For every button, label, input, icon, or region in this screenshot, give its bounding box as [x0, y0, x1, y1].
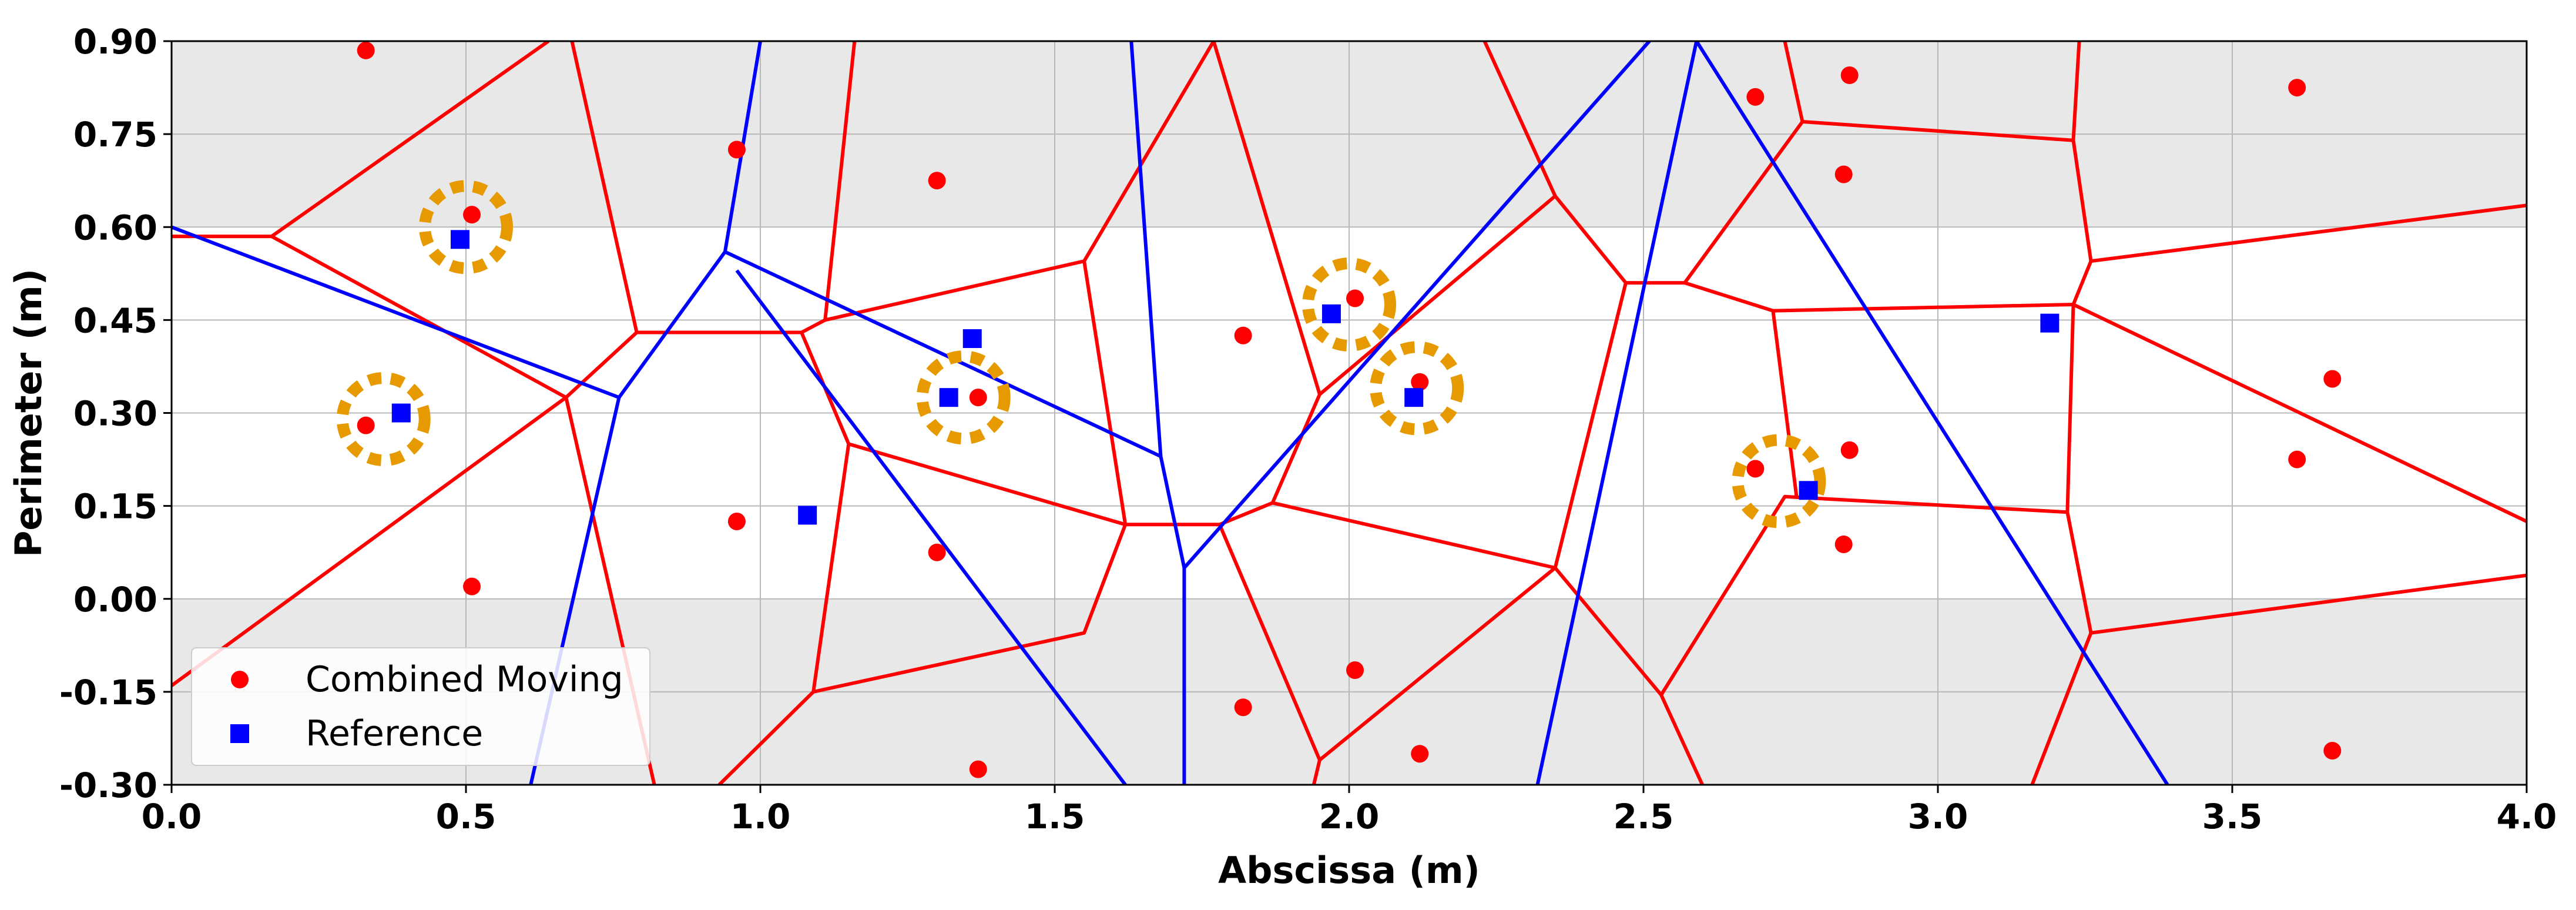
combined-moving-point [1346, 661, 1364, 679]
combined-moving-point [1234, 326, 1252, 344]
combined-moving-point [2288, 450, 2306, 469]
y-tick-label: 0.45 [73, 300, 157, 340]
x-tick-label: 0.5 [436, 797, 497, 837]
reference-point [1404, 388, 1424, 407]
red-voronoi-edge [1783, 41, 1804, 122]
combined-moving-point [357, 41, 375, 59]
combined-moving-point [969, 389, 987, 407]
combined-moving-point [969, 760, 987, 778]
highlight-ring [336, 372, 431, 467]
combined-moving-point [1834, 535, 1853, 553]
blue-voronoi-edge [1129, 41, 1163, 457]
reference-point [939, 388, 958, 407]
x-axis-label: Abscissa (m) [1218, 849, 1480, 892]
combined-moving-point [1840, 441, 1859, 459]
red-voronoi-edge [1482, 41, 1557, 197]
red-voronoi-edge [2072, 303, 2527, 523]
combined-moving-point [1746, 460, 1765, 478]
red-voronoi-edge [800, 332, 1126, 527]
x-tick-label: 3.5 [2202, 797, 2263, 837]
combined-moving-point [928, 172, 946, 190]
y-tick-label: 0.75 [73, 115, 157, 155]
highlight-ring [1302, 257, 1396, 352]
red-voronoi-edge [2030, 632, 2093, 785]
x-tick-label: 0.0 [142, 797, 202, 837]
combined-moving-point [463, 577, 481, 595]
x-tick-label: 4.0 [2497, 797, 2557, 837]
y-axis-label: Perimeter (m) [7, 269, 50, 557]
reference-point [1799, 481, 1818, 500]
red-voronoi-edge [813, 524, 1128, 694]
axis-ticks: 0.0 0.5 1.0 1.5 2.0 2.5 3.0 3.5 4.0 -0.30 -0.15 0.0… [59, 22, 2557, 837]
combined-moving-point [1411, 745, 1429, 763]
x-tick-label: 2.0 [1319, 797, 1380, 837]
blue-voronoi-edge [724, 250, 1186, 785]
combined-moving-point [2323, 742, 2342, 760]
red-voronoi-edge [1683, 41, 2081, 284]
combined-moving-point [1346, 289, 1364, 307]
combined-moving-point [1746, 88, 1765, 106]
combined-moving-point [2288, 79, 2306, 97]
highlight-ring [1732, 434, 1826, 528]
voronoi-edges [172, 41, 2527, 785]
legend-box [191, 647, 650, 766]
legend: Combined Moving Reference [191, 647, 650, 766]
combined-moving-point [1840, 66, 1859, 84]
reference-point [391, 403, 411, 423]
data-points [357, 41, 2342, 778]
highlight-ring [419, 180, 513, 275]
legend-label-reference: Reference [306, 713, 483, 754]
combined-moving-point [357, 416, 375, 434]
legend-label-combined-moving: Combined Moving [306, 659, 623, 700]
x-tick-label: 3.0 [1908, 797, 1968, 837]
combined-moving-point [1234, 698, 1252, 717]
y-tick-label: 0.60 [73, 208, 157, 247]
red-voronoi-edge [1771, 310, 1799, 497]
red-voronoi-edge [2065, 260, 2093, 513]
red-voronoi-edge [570, 41, 639, 333]
combined-moving-point [463, 206, 481, 224]
combined-moving-point [2323, 370, 2342, 388]
blue-voronoi-edge [1535, 41, 2169, 785]
legend-marker-combined-moving [231, 671, 249, 688]
y-tick-label: 0.90 [73, 22, 157, 62]
legend-marker-reference [230, 724, 249, 743]
blue-voronoi-edge [1183, 41, 1651, 569]
highlight-rings [336, 180, 1826, 528]
y-tick-label: 0.15 [73, 487, 157, 527]
y-tick-label: -0.15 [59, 673, 157, 712]
x-tick-label: 1.0 [730, 797, 791, 837]
combined-moving-point [727, 140, 746, 159]
red-voronoi-edge [823, 41, 857, 320]
highlight-ring [916, 350, 1011, 445]
red-voronoi-edge [1082, 41, 1216, 262]
red-voronoi-edge [1318, 194, 1628, 568]
y-tick-label: 0.30 [73, 394, 157, 434]
reference-point [450, 230, 469, 249]
reference-point [2040, 313, 2060, 333]
x-tick-label: 1.5 [1025, 797, 1085, 837]
red-voronoi-edge [1312, 760, 1321, 785]
reference-point [962, 329, 982, 348]
red-voronoi-edge [1625, 281, 2074, 313]
y-tick-label: -0.30 [59, 765, 157, 805]
grid-lines [171, 41, 2527, 785]
reference-point [798, 506, 817, 525]
blue-voronoi-edge [735, 269, 1127, 785]
y-tick-label: 0.00 [73, 580, 157, 620]
combined-moving-point [1834, 165, 1853, 183]
reference-point [1321, 304, 1341, 323]
combined-moving-point [727, 512, 746, 530]
red-voronoi-edge [1659, 694, 1704, 785]
combined-moving-point [1411, 373, 1429, 391]
combined-moving-point [928, 543, 946, 561]
highlight-ring [1370, 341, 1464, 436]
x-tick-label: 2.5 [1614, 797, 1674, 837]
